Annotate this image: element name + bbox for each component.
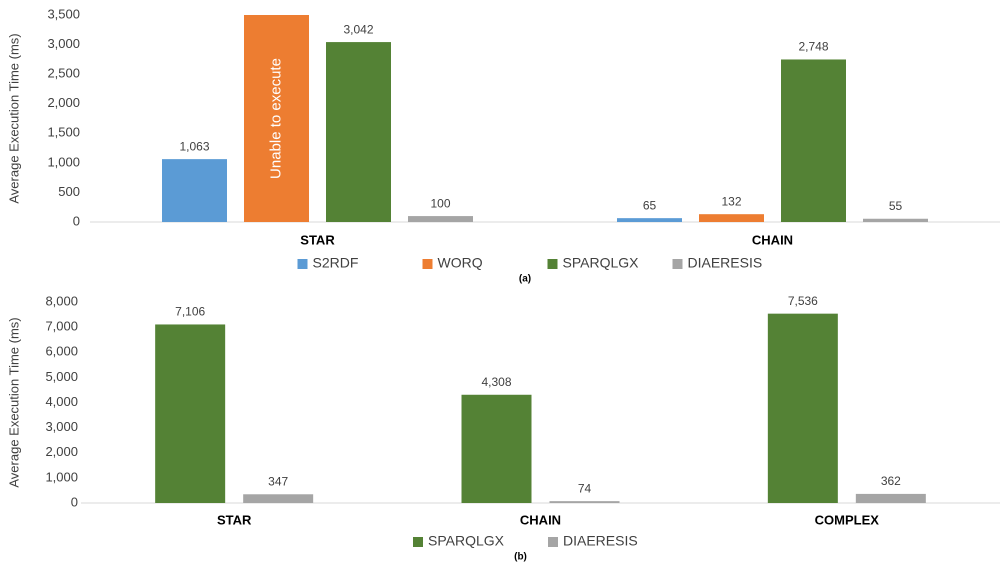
legend-swatch [548,537,558,547]
y-tick-label: 0 [71,494,78,509]
data-label: 55 [889,199,903,213]
bar [155,324,226,503]
y-tick-label: 7,000 [45,319,78,334]
bar [699,214,764,222]
bar [767,313,838,503]
bar [243,494,314,503]
legend-label: S2RDF [313,255,359,271]
legend-swatch [422,259,433,269]
data-label: 65 [643,198,657,212]
legend-label: DIAERESIS [688,255,763,271]
legend-swatch [413,537,423,547]
bar [326,42,391,222]
x-tick-label: CHAIN [752,232,793,247]
data-label: 132 [721,194,741,208]
x-tick-label: CHAIN [520,512,561,527]
data-label: 347 [268,474,288,488]
y-tick-label: 2,500 [47,66,80,81]
legend-label: WORQ [438,255,483,271]
y-tick-label: 1,000 [47,154,80,169]
y-axis-label: Average Execution Time (ms) [6,317,21,487]
bar [863,218,928,222]
data-label: 7,106 [175,305,205,319]
chart-subtitle: (b) [514,552,527,563]
y-tick-label: 6,000 [45,344,78,359]
bar [244,15,309,222]
data-label: 3,042 [343,22,373,36]
y-axis-label: Average Execution Time (ms) [6,33,21,203]
y-tick-label: 5,000 [45,369,78,384]
legend-swatch [297,259,308,269]
y-tick-label: 3,000 [47,36,80,51]
x-tick-label: COMPLEX [815,512,880,527]
bar [781,59,846,222]
legend-label: SPARQLGX [428,533,505,549]
data-label: 4,308 [481,375,511,389]
data-label: 2,748 [798,40,828,54]
y-tick-label: 2,000 [45,444,78,459]
x-tick-label: STAR [300,232,335,247]
y-tick-label: 1,000 [45,469,78,484]
legend-swatch [547,259,558,269]
data-label: 7,536 [788,294,818,308]
y-tick-label: 0 [73,213,80,228]
bar [461,394,532,503]
legend-label: SPARQLGX [563,255,640,271]
bar [617,218,682,222]
bar-annotation: Unable to execute [267,58,284,179]
data-label: 362 [881,474,901,488]
chart-subtitle: (a) [519,274,531,285]
y-tick-label: 2,000 [47,95,80,110]
bar [162,159,227,222]
data-label: 74 [578,481,592,495]
legend-swatch [672,259,683,269]
y-tick-label: 3,500 [47,6,80,21]
y-tick-label: 1,500 [47,125,80,140]
bar [408,216,473,222]
x-tick-label: STAR [217,512,252,527]
bar [549,501,620,503]
y-tick-label: 500 [58,184,80,199]
bar [855,493,926,503]
data-label: 100 [430,196,450,210]
y-tick-label: 8,000 [45,293,78,308]
y-tick-label: 4,000 [45,394,78,409]
y-tick-label: 3,000 [45,419,78,434]
data-label: 1,063 [179,139,209,153]
legend-label: DIAERESIS [563,533,638,549]
